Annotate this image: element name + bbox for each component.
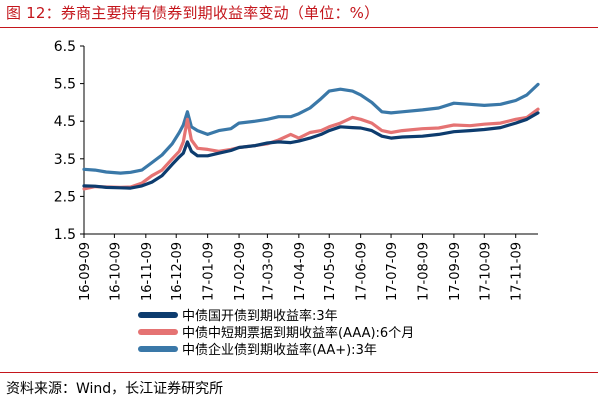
x-tick-label: 16-10-09: [108, 242, 123, 301]
legend-item-mtn: 中债中短期票据到期收益率(AAA):6个月: [138, 323, 415, 341]
chart-legend: 中债国开债到期收益率:3年 中债中短期票据到期收益率(AAA):6个月 中债企业…: [138, 306, 415, 358]
x-tick-label: 17-01-09: [202, 242, 217, 301]
legend-swatch-corp: [138, 345, 178, 352]
x-tick-label: 17-03-09: [261, 242, 276, 301]
source-note: 资料来源：Wind，长江证券研究所: [6, 381, 224, 397]
title-divider: [0, 27, 598, 28]
page-title: 图 12：券商主要持有债券到期收益率变动（单位：%）: [6, 4, 380, 22]
series-line-2: [82, 82, 540, 175]
y-tick-label: 6.5: [54, 39, 76, 55]
y-axis-labels: 1.5 2.5 3.5 4.5 5.5 6.5: [54, 39, 76, 243]
y-tick-label: 2.5: [54, 189, 76, 205]
footer-divider: [0, 372, 598, 373]
series-line-1: [82, 107, 540, 191]
x-tick-label: 17-08-09: [416, 242, 431, 301]
legend-item-cdb: 中债国开债到期收益率:3年: [138, 306, 414, 324]
y-tick-label: 5.5: [54, 77, 76, 93]
series-line-0: [82, 111, 540, 190]
x-tick-label: 17-05-09: [323, 242, 338, 301]
x-tick-label: 17-06-09: [355, 242, 370, 301]
x-tick-label: 16-09-09: [78, 242, 93, 301]
x-tick-label: 17-07-09: [385, 242, 400, 301]
x-tick-label: 17-10-09: [478, 242, 493, 301]
x-tick-label: 16-11-09: [140, 242, 155, 301]
x-tick-label: 17-04-09: [293, 242, 308, 301]
x-tick-label: 16-12-09: [170, 242, 185, 301]
legend-swatch-mtn: [138, 328, 178, 335]
x-axis-labels: 16-09-09 16-10-09 16-11-09 16-12-09 17-01-09…: [78, 242, 525, 301]
legend-swatch-cdb: [138, 311, 178, 318]
chart-series: [82, 82, 540, 191]
x-tick-label: 17-02-09: [233, 242, 248, 301]
chart-axes: [80, 45, 538, 238]
legend-label-mtn: 中债中短期票据到期收益率(AAA):6个月: [182, 326, 415, 341]
y-tick-label: 1.5: [54, 227, 76, 243]
y-tick-label: 3.5: [54, 152, 76, 168]
y-tick-label: 4.5: [54, 114, 76, 130]
legend-label-cdb: 中债国开债到期收益率:3年: [182, 309, 338, 324]
x-tick-label: 17-09-09: [448, 242, 463, 301]
x-tick-label: 17-11-09: [510, 242, 525, 301]
legend-label-corp: 中债企业债到期收益率(AA+):3年: [182, 343, 377, 358]
yield-line-chart: 1.5 2.5 3.5 4.5 5.5 6.5 16-09-09 16-10-09 16-11…: [54, 39, 540, 301]
legend-item-corp: 中债企业债到期收益率(AA+):3年: [138, 340, 414, 358]
